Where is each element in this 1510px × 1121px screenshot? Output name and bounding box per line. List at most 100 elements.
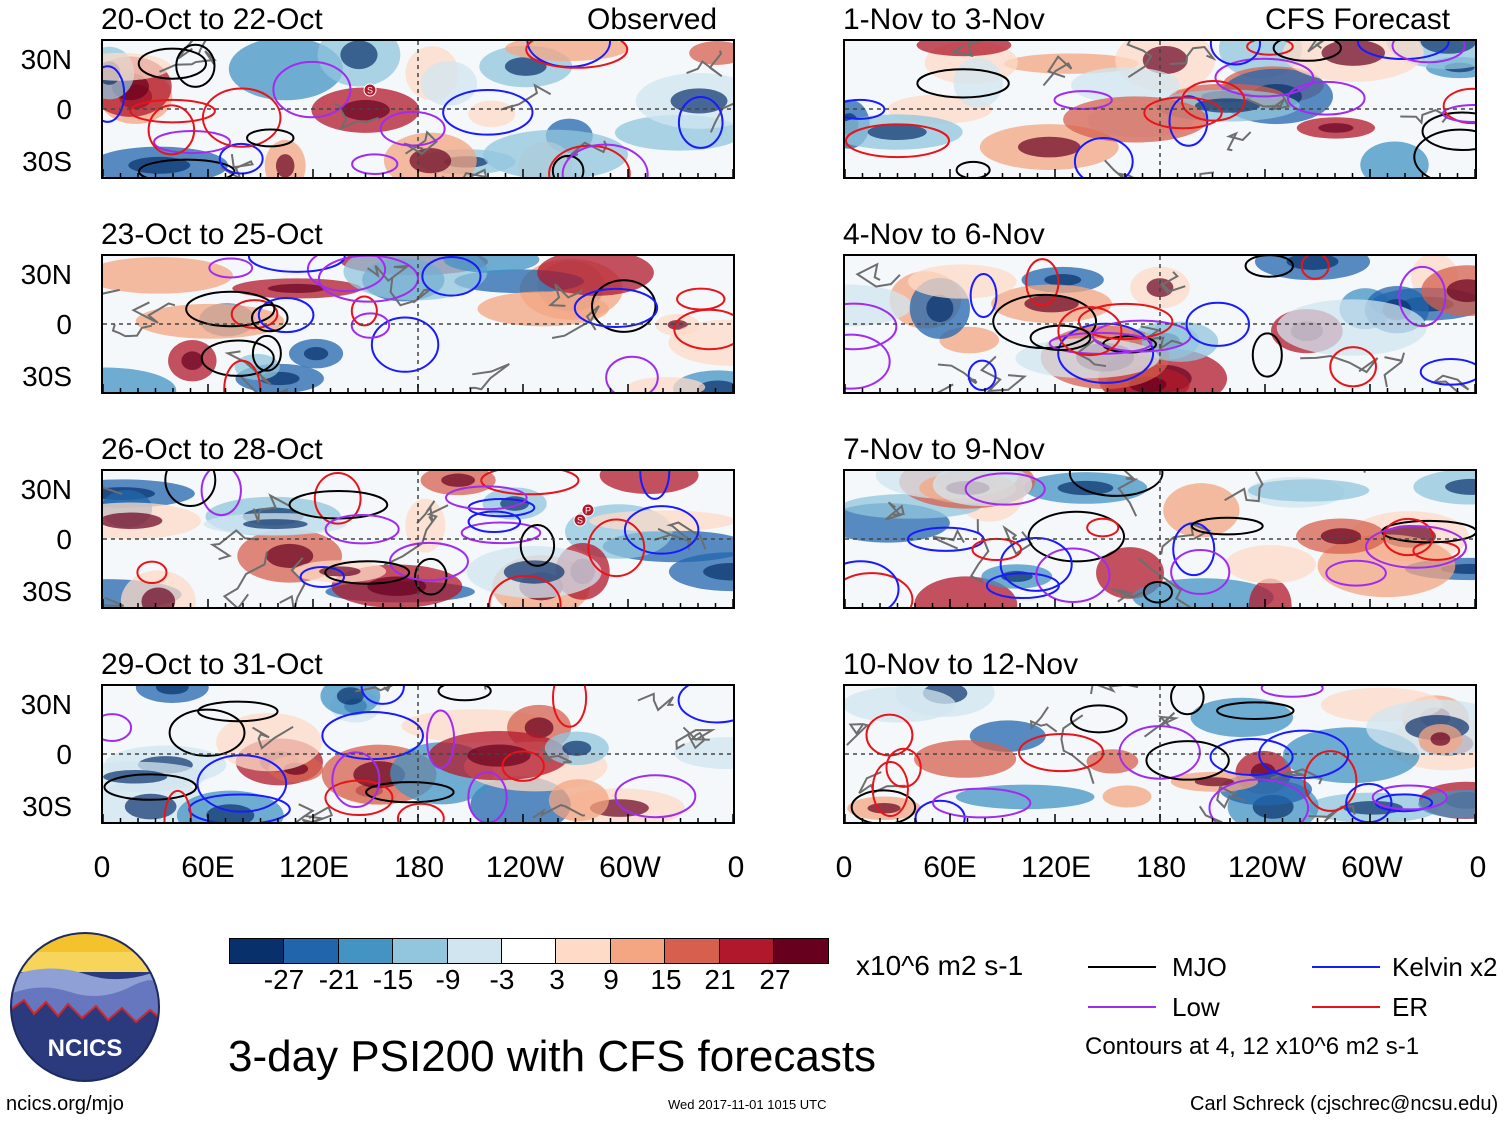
coastline [1199,171,1215,177]
contour-line [519,524,556,567]
contour-line [1170,686,1205,716]
anomaly-shade [468,100,516,128]
coastline [252,725,294,750]
coastline [1104,159,1134,177]
anomaly-shade [1163,483,1240,538]
site-link[interactable]: ncics.org/mjo [6,1093,124,1115]
xlabel-right-60e: 60E [923,851,977,884]
contour-line [196,754,288,813]
xlabel-right-0: 0 [835,851,853,884]
coastline [1157,271,1186,295]
contour-line [250,303,289,333]
contour-line [850,789,917,822]
ylabel-30n-2: 30N [20,259,72,290]
contour-line [1029,324,1092,351]
anomaly-core [128,156,191,174]
anomaly-core [1142,45,1188,75]
anomaly-core [141,587,176,607]
coastline [103,288,120,295]
anomaly-core [1057,480,1114,496]
contour-line [1027,510,1126,563]
anomaly-shade [845,284,912,327]
contour-line [365,781,455,804]
anomaly-shade [953,58,1003,108]
anomaly-core [524,717,554,739]
anomaly-shade [1248,479,1370,502]
observed-label: Observed [587,3,718,36]
contour-line [175,43,216,88]
contour-line [1142,580,1173,604]
contour-line [360,686,405,705]
anomaly-core [703,562,733,581]
contour-line [414,557,448,596]
contour-line [103,773,198,801]
panel-title-obs-4: 29-Oct to 31-Oct [101,648,323,681]
anomaly-core [266,543,314,568]
anomaly-core [1194,777,1235,787]
coastline [1198,805,1223,822]
contour-line [501,750,545,782]
coastline [240,375,289,392]
contour-line [1209,737,1294,777]
coastline [500,83,552,112]
contour-line [969,273,998,319]
contour-line [168,708,246,757]
contour-line [551,686,588,728]
anomaly-shade [627,376,706,392]
colorbar-swatch-1 [284,939,339,963]
contour-line [164,471,217,507]
anomaly-core [562,740,592,756]
colorbar-tick-6: 9 [603,964,619,995]
map-canvas [845,41,1475,177]
contour-line [1398,265,1447,327]
contour-line [350,295,378,327]
contour-line [1371,784,1448,811]
svg-text:P: P [585,506,591,516]
contour-line [845,123,951,159]
contour-line [425,709,456,769]
map-canvas [845,256,1475,392]
xlabel-left-120w: 120W [485,851,565,884]
coastline [709,102,733,133]
contour-line [324,513,400,545]
coastline [885,501,905,521]
coastline [855,262,901,288]
contour-line [331,751,381,809]
colorbar-swatch-6 [556,939,611,963]
cfs-forecast-label: CFS Forecast [1265,3,1451,36]
anomaly-shade [1102,785,1152,808]
contour-line [639,471,671,500]
anomaly-core [1420,41,1475,54]
anomaly-shade [537,256,654,296]
contour-line [136,560,168,585]
coastline [220,153,254,177]
contour-line [200,339,275,377]
contour-line [388,541,469,582]
svg-text:S: S [577,516,583,526]
contour-line [676,287,726,311]
contour-line [561,143,649,177]
xlabel-left-120e: 120E [278,851,350,884]
coastline [1224,471,1264,503]
colorbar-swatch-8 [665,939,720,963]
contour-line [1246,41,1294,56]
anomaly-shade [343,256,488,301]
anomaly-shade [1141,321,1219,362]
colorbar-tick-3: -9 [435,964,461,995]
ylabel-30s-3: 30S [22,576,72,607]
map-canvas [103,686,733,822]
anomaly-core [155,686,189,695]
coastline [1300,355,1379,374]
contour-line [313,471,362,525]
ylabel-30s-4: 30S [22,791,72,822]
contour-line [1214,57,1315,98]
anomaly-core [467,744,531,767]
panel-title-obs-1: 20-Oct to 22-Oct [101,3,323,36]
colorbar-tick-5: 3 [549,964,565,995]
legend-line-er [1312,1006,1380,1008]
coastline [979,355,1028,392]
contour-line [1260,686,1324,698]
coastline [1126,41,1153,78]
colorbar-tick-0: -27 [263,964,305,995]
contour-line [257,296,315,334]
